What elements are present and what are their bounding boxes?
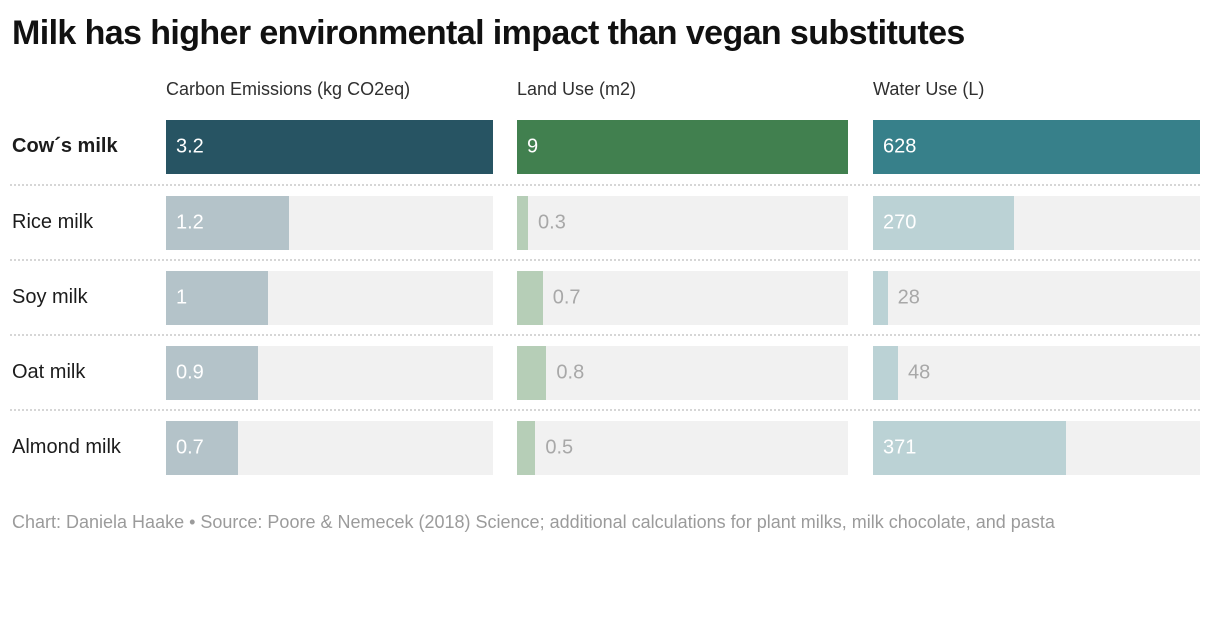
- bar-value-label: 0.5: [545, 436, 574, 458]
- bar: [873, 270, 888, 325]
- bar: [517, 195, 529, 250]
- bar-value-label: 0.3: [538, 211, 566, 233]
- bar-track: 628: [873, 119, 1200, 174]
- bar-track: 0.5: [517, 420, 848, 475]
- bar-track: 9: [517, 119, 848, 174]
- row-label: Soy milk: [12, 286, 88, 308]
- bar: [166, 270, 269, 325]
- bar-value-label: 628: [883, 135, 917, 157]
- bar-track: 3.2: [166, 119, 493, 174]
- bar-track: 28: [873, 270, 1200, 325]
- bar-value-label: 270: [883, 211, 917, 233]
- column-header-carbon: Carbon Emissions (kg CO2eq): [166, 79, 411, 99]
- bar: [517, 270, 543, 325]
- bar-track: 270: [873, 195, 1200, 250]
- bar-value-label: 1.2: [176, 211, 204, 233]
- row-label: Almond milk: [12, 436, 121, 458]
- bar: [166, 195, 289, 250]
- bar-track: 1: [166, 270, 493, 325]
- bar-track: 0.8: [517, 345, 848, 400]
- column-gap: [493, 79, 517, 100]
- bar: [873, 195, 1014, 250]
- chart-row: Soy milk 1 0.7 28: [10, 259, 1200, 334]
- header-spacer: [10, 79, 166, 100]
- row-label: Oat milk: [12, 361, 86, 383]
- bar: [873, 119, 1200, 174]
- column-header-land: Land Use (m2): [517, 79, 637, 99]
- bar: [517, 420, 536, 475]
- bar-track: 0.7: [517, 270, 848, 325]
- column-gap: [848, 79, 873, 100]
- column-headers: Carbon Emissions (kg CO2eq) Land Use (m2…: [10, 79, 1200, 100]
- bar-value-label: 48: [907, 361, 931, 383]
- bar-track: 371: [873, 420, 1200, 475]
- bar: [166, 345, 258, 400]
- bar-track: 0.9: [166, 345, 493, 400]
- bar: [517, 119, 848, 174]
- chart-rows: Cow´s milk 3.2 9 628 Rice milk 1.2 0.3 270 Soy m…: [0, 109, 1220, 484]
- bar-value-label: 371: [883, 436, 917, 458]
- bar-value-label: 1: [176, 286, 188, 308]
- bar-track: 48: [873, 345, 1200, 400]
- bar: [873, 345, 898, 400]
- bar-track: 0.3: [517, 195, 848, 250]
- bar: [873, 420, 1067, 475]
- row-label: Rice milk: [12, 211, 94, 233]
- bar: [166, 119, 493, 174]
- bar-track: 0.7: [166, 420, 493, 475]
- column-header-water: Water Use (L): [873, 79, 985, 99]
- bar-value-label: 0.8: [556, 361, 585, 383]
- bar-value-label: 0.7: [552, 286, 581, 308]
- chart-attribution: Chart: Daniela Haake • Source: Poore & N…: [12, 512, 1055, 532]
- chart-title: Milk has higher environmental impact tha…: [12, 14, 965, 52]
- bar-value-label: 3.2: [176, 135, 204, 157]
- bar: [517, 345, 547, 400]
- bar-track: 1.2: [166, 195, 493, 250]
- chart-row: Oat milk 0.9 0.8 48: [10, 334, 1200, 409]
- bar: [166, 420, 238, 475]
- chart-row: Almond milk 0.7 0.5 371: [10, 409, 1200, 484]
- bar-value-label: 0.9: [176, 361, 204, 383]
- row-label: Cow´s milk: [12, 135, 118, 157]
- bar-value-label: 9: [527, 135, 539, 157]
- bar-value-label: 28: [897, 286, 920, 308]
- chart-row: Rice milk 1.2 0.3 270: [10, 184, 1200, 259]
- bar-value-label: 0.7: [176, 436, 204, 458]
- chart-row: Cow´s milk 3.2 9 628: [10, 109, 1200, 184]
